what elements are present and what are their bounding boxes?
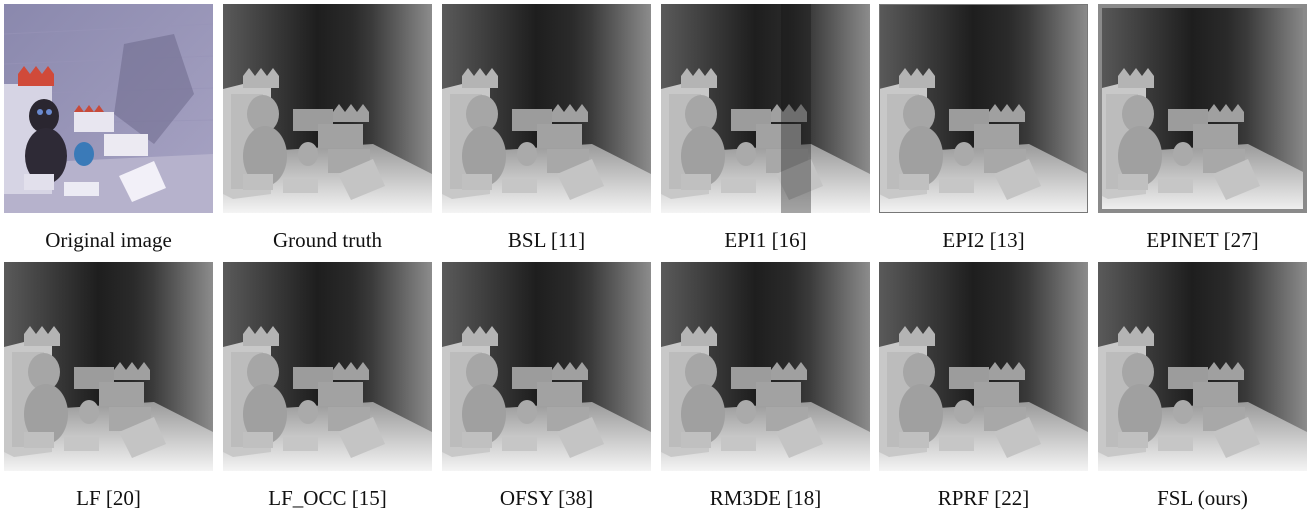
caption-fsl: FSL (ours) (1157, 486, 1248, 510)
caption-epi2: EPI2 [13] (942, 228, 1025, 252)
depth-map-icon (661, 4, 870, 213)
bsl-panel (442, 4, 651, 213)
rprf-panel (879, 262, 1088, 471)
caption-epi1: EPI1 [16] (724, 228, 807, 252)
caption-lf: LF [20] (76, 486, 141, 510)
epi1-panel (661, 4, 870, 213)
depth-map-icon (223, 262, 432, 471)
lf-panel (4, 262, 213, 471)
depth-map-icon (4, 262, 213, 471)
ground-truth-panel (223, 4, 432, 213)
caption-original-image: Original image (45, 228, 172, 252)
fsl-panel (1098, 262, 1307, 471)
depth-map-icon (442, 262, 651, 471)
rm3de-panel (661, 262, 870, 471)
depth-map-icon (879, 262, 1088, 471)
depth-map-icon (661, 262, 870, 471)
caption-bsl: BSL [11] (507, 228, 586, 252)
epinet-panel (1098, 4, 1307, 213)
depth-map-icon (223, 4, 432, 213)
epi2-panel (879, 4, 1088, 213)
caption-rprf: RPRF [22] (937, 486, 1030, 510)
caption-epinet: EPINET [27] (1146, 228, 1259, 252)
depth-map-icon (442, 4, 651, 213)
lf-occ-panel (223, 262, 432, 471)
depth-map-icon (879, 4, 1088, 213)
depth-map-icon (1098, 4, 1307, 213)
original-photo-icon (4, 4, 213, 213)
ofsy-panel (442, 262, 651, 471)
caption-ground-truth: Ground truth (272, 228, 383, 252)
caption-ofsy: OFSY [38] (499, 486, 594, 510)
depth-map-icon (1098, 262, 1307, 471)
caption-lf-occ: LF_OCC [15] (268, 486, 387, 510)
caption-rm3de: RM3DE [18] (709, 486, 822, 510)
original-image-panel (4, 4, 213, 213)
